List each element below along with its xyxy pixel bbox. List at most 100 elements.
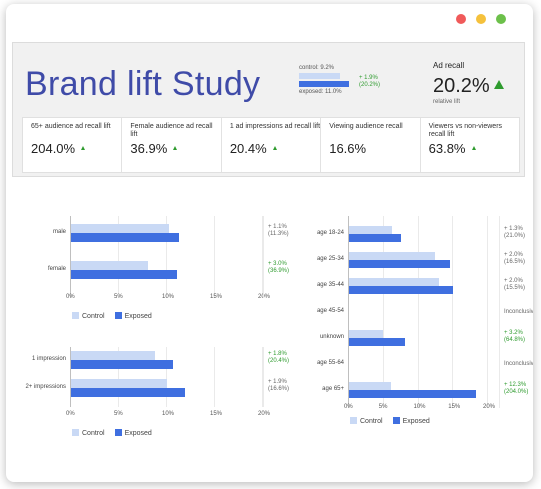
control-bar: [71, 224, 169, 233]
gridline: [70, 347, 71, 407]
lift-value: Inconclusive: [504, 361, 533, 367]
chart-legend: Control Exposed: [72, 312, 152, 320]
metric-value-text: 20.4%: [229, 141, 267, 156]
gridline: [452, 216, 454, 408]
lift-relative: (21.0%): [504, 233, 526, 239]
mini-delta: + 1.9% (20.2%): [359, 75, 380, 89]
x-tick-label: 15%: [448, 404, 461, 410]
lift-annotation: + 1.3% (21.0%): [504, 226, 525, 240]
x-tick-label: 15%: [210, 411, 223, 417]
gridline: [166, 347, 167, 407]
lift-annotation: + 3.2% (64.8%): [504, 330, 525, 344]
lift-value: + 3.0%: [268, 261, 287, 267]
x-tick-label: 10%: [162, 411, 175, 417]
summary-panel: Brand lift Study control: 9.2% exposed: …: [12, 42, 525, 177]
ad-recall-label: Ad recall: [433, 61, 465, 70]
maximize-window-icon[interactable]: [496, 14, 506, 24]
exposed-bar: [71, 360, 173, 369]
metric-card: Viewing audience recall 16.6%: [321, 118, 421, 172]
lift-relative: (204.0%): [504, 389, 529, 395]
control-swatch: [350, 417, 357, 424]
gridline: [262, 347, 263, 407]
metric-value-text: 204.0%: [31, 141, 76, 156]
metric-card: 65+ audience ad recall lift 204.0%: [23, 118, 123, 172]
control-swatch: [72, 429, 79, 436]
ad-recall-value: 20.2%: [433, 75, 523, 98]
gridline: [214, 347, 215, 407]
lift-annotation: + 12.3% (204.0%): [504, 382, 528, 396]
gridline: [118, 347, 119, 407]
legend-exposed-label: Exposed: [124, 430, 152, 437]
gridline: [118, 216, 119, 298]
up-arrow-icon: [471, 146, 476, 150]
metric-card: 1 ad impressions ad recall lift 20.4%: [222, 118, 322, 172]
x-tick-label: 10%: [162, 294, 175, 300]
lift-annotation: Inconclusive: [504, 361, 533, 368]
x-tick-label: 0%: [66, 294, 75, 300]
metric-label: 65+ audience ad recall lift: [31, 123, 111, 130]
metric-value: 63.8%: [429, 141, 519, 156]
x-tick-label: 5%: [378, 404, 388, 410]
metric-value-text: 16.6%: [329, 141, 367, 156]
mini-delta-relative: (20.2%): [359, 82, 381, 88]
lift-value: + 2.0%: [504, 278, 523, 284]
close-window-icon[interactable]: [456, 14, 466, 24]
delta-separator: [499, 216, 500, 408]
metric-value: 16.6%: [329, 141, 419, 156]
lift-annotation: + 2.0% (16.5%): [504, 252, 525, 266]
metric-label: Female audience ad recall lift: [130, 123, 213, 138]
exposed-bar: [349, 234, 402, 242]
ad-recall-sublabel: relative lift: [433, 99, 461, 105]
category-label: age 25-34: [316, 256, 344, 262]
age-chart: 0% 5% 10% 15% 20% age 18-24 + 1.3% (21.0%) age 2…: [306, 216, 533, 446]
exposed-swatch: [392, 417, 400, 424]
exposed-bar: [71, 388, 186, 397]
lift-annotation: + 2.0% (15.5%): [504, 278, 525, 292]
lift-value: + 1.1%: [268, 224, 287, 230]
gridline: [214, 216, 215, 298]
exposed-swatch: [114, 312, 122, 319]
category-label: age 65+: [322, 386, 344, 392]
exposed-bar: [349, 390, 477, 398]
legend-exposed-label: Exposed: [402, 418, 430, 425]
app-window: Brand lift Study control: 9.2% exposed: …: [6, 4, 533, 482]
exposed-bar: [71, 233, 180, 242]
control-bar: [349, 252, 436, 260]
gridline: [70, 216, 71, 298]
category-label: age 18-24: [316, 230, 344, 236]
lift-relative: (36.9%): [268, 268, 290, 274]
metric-value-text: 63.8%: [428, 141, 466, 156]
frequency-chart: 0% 5% 10% 15% 20% 1 impression + 1.8% (20.4%) 2+…: [16, 347, 316, 447]
metric-value: 204.0%: [31, 141, 121, 156]
gridline: [348, 216, 349, 408]
minimize-window-icon[interactable]: [476, 14, 486, 24]
lift-annotation: + 1.8% (20.4%): [268, 351, 289, 365]
control-bar: [349, 382, 391, 390]
x-tick-label: 5%: [114, 294, 123, 300]
category-label: 2+ impressions: [25, 384, 66, 390]
lift-value: + 1.3%: [504, 226, 523, 232]
metric-label: Viewing audience recall: [329, 123, 403, 130]
control-bar: [71, 261, 148, 270]
x-tick-label: 0%: [344, 404, 353, 410]
x-tick-label: 20%: [258, 411, 271, 417]
metric-label: 1 ad impressions ad recall lift: [229, 123, 321, 130]
up-arrow-icon: [173, 146, 178, 150]
control-bar: [349, 226, 393, 234]
x-tick-label: 10%: [413, 404, 426, 410]
category-label: male: [52, 229, 66, 235]
exposed-bar: [71, 270, 177, 279]
lift-relative: (15.5%): [504, 285, 526, 291]
lift-relative: (11.3%): [268, 231, 289, 237]
metric-card: Female audience ad recall lift 36.9%: [122, 118, 222, 172]
gridline: [166, 216, 167, 298]
legend-control-label: Control: [82, 313, 105, 320]
lift-value: + 3.2%: [504, 330, 523, 336]
lift-relative: (20.4%): [268, 358, 290, 364]
category-label: age 45-54: [316, 308, 344, 314]
mini-exposed-label: exposed: 11.0%: [299, 89, 342, 95]
control-bar: [71, 379, 167, 388]
gender-chart: 0% 5% 10% 15% 20% male + 1.1% (11.3%) female + 3.…: [16, 216, 316, 326]
legend-exposed-label: Exposed: [124, 313, 152, 320]
mini-delta-value: + 1.9%: [359, 75, 378, 81]
